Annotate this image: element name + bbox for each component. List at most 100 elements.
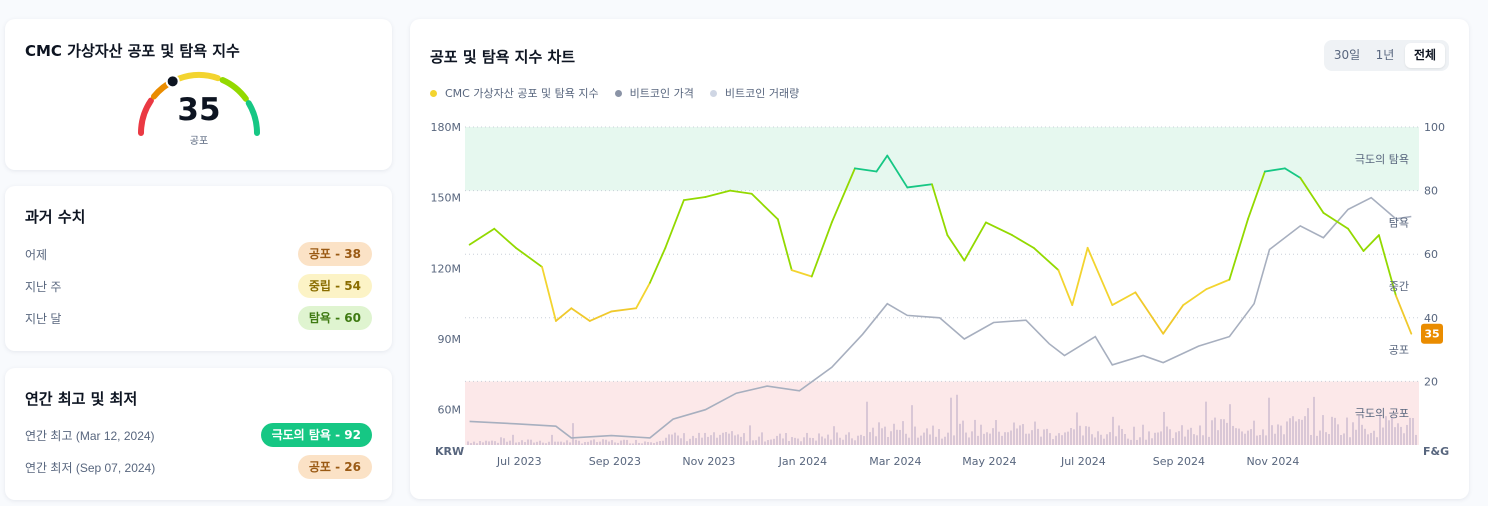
current-value-text: 35 [1424,328,1439,341]
volume-bar [728,433,730,445]
volume-bar [1247,430,1249,445]
volume-bar [1115,436,1117,445]
volume-bar [485,440,487,445]
volume-bar [1223,419,1225,445]
volume-bar [1346,417,1348,445]
volume-bar [1070,427,1072,445]
volume-bar [653,442,655,445]
range-all-button[interactable]: 전체 [1405,43,1445,68]
volume-bar [1400,426,1402,445]
fear-greed-segment [1228,218,1249,281]
volume-bar [1409,417,1411,445]
volume-bar [1220,419,1222,445]
volume-bar [929,434,931,445]
volume-bar [1046,428,1048,445]
fear-greed-segment [906,183,933,189]
volume-bar [1055,435,1057,445]
volume-bar [803,437,805,445]
volume-bar [596,442,598,445]
range-30d-button[interactable]: 30일 [1333,48,1361,62]
volume-bar [824,438,826,445]
volume-bar [1010,430,1012,445]
fear-greed-segment [1394,294,1413,335]
x-tick-label: Jul 2023 [496,455,542,468]
volume-bar [599,441,601,445]
volume-bar [740,436,742,445]
volume-bar [1301,419,1303,445]
volume-bar [842,439,844,445]
volume-bar [941,438,943,445]
volume-bar [947,432,949,445]
volume-bar [749,425,751,445]
volume-bar [914,426,916,445]
fear-greed-segment [790,269,813,278]
volume-bar [548,441,550,445]
fear-greed-segment [830,167,856,224]
row-label: 지난 달 [25,312,62,326]
volume-bar [1367,434,1369,445]
volume-bar [980,424,982,445]
fear-greed-segment [1071,246,1089,306]
volume-bar [821,436,823,445]
volume-bar [623,439,625,445]
volume-bar [560,441,562,445]
volume-bar [533,442,535,445]
volume-bar [1262,429,1264,445]
volume-bar [1268,397,1270,445]
volume-bar [845,434,847,445]
volume-bar [527,439,529,445]
volume-bar [1118,425,1120,445]
fear-greed-segment [1284,167,1302,179]
volume-bar [476,443,478,445]
volume-bar [1394,427,1396,445]
volume-bar [1001,435,1003,445]
volume-bar [530,439,532,445]
x-tick-label: Nov 2024 [1246,455,1299,468]
volume-bar [575,439,577,445]
volume-bar [497,442,499,445]
historical-title: 과거 수치 [25,208,86,226]
volume-bar [752,440,754,445]
gauge-segment [245,100,260,136]
y-left-tick-label: 150M [431,192,462,205]
fear-greed-chart[interactable]: 60M 90M 120M 150M 180M 20 40 60 80 100 Jul 2023 Sep… [410,19,1469,499]
volume-bar [1343,433,1345,445]
x-tick-label: Nov 2023 [682,455,735,468]
extreme-greed-zone [465,127,1419,191]
volume-bar [1271,425,1273,445]
volume-bar [611,440,613,445]
x-tick-label: Jul 2024 [1060,455,1106,468]
fear-greed-segment [886,154,909,189]
volume-bar [1181,425,1183,445]
volume-bar [650,442,652,445]
legend-btc-volume[interactable]: 비트코인 거래량 [709,85,799,101]
volume-bar [1319,430,1321,445]
volume-bar [1379,414,1381,445]
volume-bar [536,441,538,445]
volume-bar [731,431,733,445]
volume-bar [656,441,658,445]
volume-bar [1037,428,1039,445]
volume-bar [860,434,862,445]
volume-bar [1007,432,1009,445]
gauge-title: CMC 가상자산 공포 및 탐욕 지수 [25,42,240,60]
range-1y-button[interactable]: 1년 [1375,48,1395,62]
volume-bar [608,441,610,445]
volume-bar [689,438,691,445]
volume-bar [755,440,757,445]
volume-bar [1196,435,1198,445]
volume-bar [683,433,685,445]
volume-bar [800,441,802,445]
legend-dot-icon [430,89,437,97]
left-axis-unit: KRW [435,445,464,458]
volume-bar [662,440,664,445]
volume-bar [710,435,712,445]
volume-bar [1325,432,1327,445]
volume-bar [896,429,898,445]
legend-fear-greed[interactable]: CMC 가상자산 공포 및 탐욕 지수 [430,85,599,101]
volume-bar [1097,431,1099,445]
volume-bar [1415,434,1417,445]
volume-bar [557,441,559,445]
volume-bar [470,443,472,445]
legend-btc-price[interactable]: 비트코인 가격 [614,85,694,101]
